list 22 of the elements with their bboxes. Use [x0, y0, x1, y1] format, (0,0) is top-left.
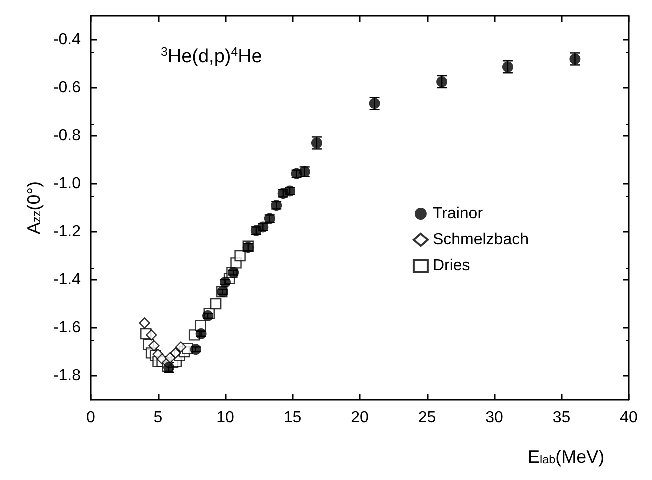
x-tick-label: 10 — [216, 410, 234, 426]
y-tick-label: -1.8 — [53, 368, 82, 384]
x-tick-label: 30 — [486, 410, 504, 426]
y-tick-label: -1.4 — [53, 272, 82, 288]
x-tick-label: 0 — [86, 410, 96, 426]
y-tick-label: -0.4 — [53, 32, 82, 48]
legend-label: Trainor — [432, 206, 484, 222]
x-tick-label: 35 — [552, 410, 571, 426]
x-tick-label: 15 — [284, 410, 302, 426]
x-tick-label: 40 — [620, 410, 638, 426]
x-tick-label: 20 — [351, 410, 369, 426]
legend-label: Schmelzbach — [432, 232, 529, 248]
legend-label: Dries — [432, 258, 470, 274]
x-axis-title: Elab(MeV) — [528, 447, 605, 467]
x-tick-label: 5 — [154, 410, 163, 426]
y-tick-label: -1.2 — [53, 224, 82, 240]
y-tick-label: -0.8 — [53, 128, 82, 144]
y-axis-title: Azz(0°) — [24, 182, 44, 234]
y-tick-label: -1.0 — [53, 176, 82, 192]
x-tick-label: 25 — [418, 410, 436, 426]
y-tick-label: -1.6 — [53, 320, 82, 336]
y-tick-label: -0.6 — [53, 80, 82, 96]
